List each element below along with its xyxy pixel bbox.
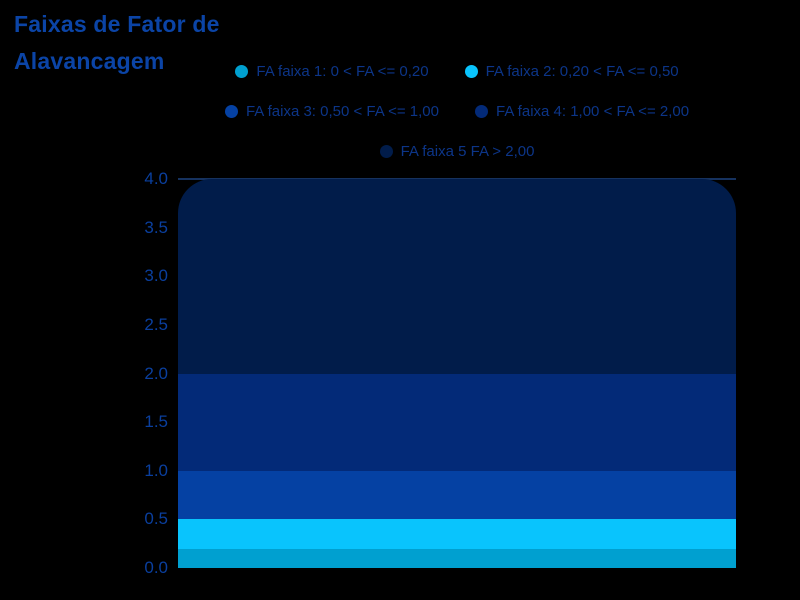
y-axis: 4.0 3.5 3.0 2.5 2.0 1.5 1.0 0.5 0.0 [0,169,168,577]
stacked-area-plot [178,179,736,568]
area-band-faixa-3 [178,470,736,520]
y-tick-label-1.5: 1.5 [144,412,168,432]
y-tick-label-3.0: 3.0 [144,266,168,286]
legend-label-faixa-1: FA faixa 1: 0 < FA <= 0,20 [256,62,429,80]
legend-item-faixa-5[interactable]: FA faixa 5 FA > 2,00 [379,141,535,161]
chart-title-line-1: Faixas de Fator de [14,11,220,37]
legend-dot-faixa-4 [475,104,488,118]
area-band-faixa-2 [178,519,736,549]
legend-item-faixa-3[interactable]: FA faixa 3: 0,50 < FA <= 1,00 [224,101,439,121]
area-band-faixa-1 [178,548,736,568]
legend: FA faixa 1: 0 < FA <= 0,20 FA faixa 2: 0,… [178,61,736,161]
y-tick-label-4.0: 4.0 [144,169,168,188]
legend-label-faixa-3: FA faixa 3: 0,50 < FA <= 1,00 [245,102,439,120]
legend-label-faixa-4: FA faixa 4: 1,00 < FA <= 2,00 [496,102,690,120]
y-tick-label-0.5: 0.5 [144,509,168,529]
y-tick-label-2.0: 2.0 [144,363,168,383]
legend-dot-faixa-1 [235,64,249,78]
legend-item-faixa-1[interactable]: FA faixa 1: 0 < FA <= 0,20 [235,61,429,81]
y-tick-label-1.0: 1.0 [144,460,168,480]
legend-row: FA faixa 1: 0 < FA <= 0,20 FA faixa 2: 0,… [178,61,736,81]
y-tick-label-0.0: 0.0 [144,558,168,577]
legend-label-faixa-2: FA faixa 2: 0,20 < FA <= 0,50 [485,62,679,80]
legend-dot-faixa-5 [379,144,393,158]
area-band-faixa-4 [178,373,736,471]
legend-dot-faixa-3 [224,104,238,118]
legend-dot-faixa-2 [464,64,478,78]
y-tick-label-3.5: 3.5 [144,217,168,237]
chart-title-line-2: Alavancagem [14,48,165,74]
y-tick-label-2.5: 2.5 [144,314,168,334]
area-band-faixa-5 [178,179,736,374]
legend-row: FA faixa 5 FA > 2,00 [178,141,736,161]
legend-item-faixa-4[interactable]: FA faixa 4: 1,00 < FA <= 2,00 [475,101,689,121]
chart-title: Faixas de Fator de Alavancagem [14,6,244,80]
legend-label-faixa-5: FA faixa 5 FA > 2,00 [400,142,535,160]
legend-item-faixa-2[interactable]: FA faixa 2: 0,20 < FA <= 0,50 [464,61,679,81]
legend-row: FA faixa 3: 0,50 < FA <= 1,00 FA faixa 4:… [178,101,736,121]
